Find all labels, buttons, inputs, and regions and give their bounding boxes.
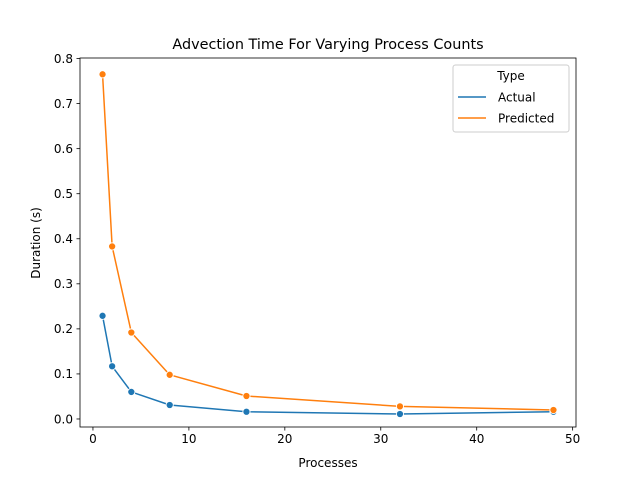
y-tick-label: 0.8	[54, 52, 73, 66]
point-actual	[395, 409, 405, 419]
y-tick-label: 0.7	[54, 97, 73, 111]
legend-box	[452, 64, 570, 133]
legend-label-predicted: Predicted	[498, 111, 554, 125]
point-actual	[242, 407, 251, 416]
point-predicted	[395, 402, 405, 411]
x-axis-label: Processes	[298, 456, 357, 470]
x-tick-label: 40	[469, 432, 484, 446]
point-actual	[98, 311, 107, 320]
point-predicted	[127, 328, 136, 337]
legend-title: Type	[496, 69, 525, 83]
x-tick-label: 20	[277, 432, 292, 446]
point-predicted	[242, 391, 251, 401]
x-tick-label: 0	[89, 432, 97, 446]
series-line-actual	[101, 315, 554, 415]
point-actual	[127, 387, 136, 397]
series-layer	[98, 70, 558, 419]
y-tick-label: 0.4	[54, 232, 73, 246]
y-tick-label: 0.3	[54, 277, 73, 291]
y-tick-label: 0.0	[54, 412, 73, 426]
point-predicted	[165, 370, 174, 379]
point-predicted	[108, 242, 117, 251]
y-tick-label: 0.2	[54, 322, 73, 336]
plot-frame	[79, 57, 577, 428]
y-tick-label: 0.1	[54, 367, 73, 381]
point-predicted	[549, 405, 558, 415]
point-actual	[165, 400, 174, 410]
y-tick-label: 0.5	[54, 187, 73, 201]
x-tick-label: 10	[181, 432, 196, 446]
axes-layer: 0 10 20 30 40 50 0.0 0.1 0.2 0.3 0.4 0.5 0.6 0.7 0.8	[54, 52, 580, 446]
x-tick-label: 50	[565, 432, 580, 446]
x-tick-label: 30	[373, 432, 388, 446]
point-predicted	[98, 70, 107, 79]
chart-title: Advection Time For Varying Process Count…	[172, 37, 483, 53]
legend-label-actual: Actual	[498, 90, 536, 104]
legend: Type Actual Predicted	[452, 64, 570, 133]
y-axis-label: Duration (s)	[29, 207, 43, 279]
y-tick-label: 0.6	[54, 142, 73, 156]
point-actual	[108, 362, 117, 371]
